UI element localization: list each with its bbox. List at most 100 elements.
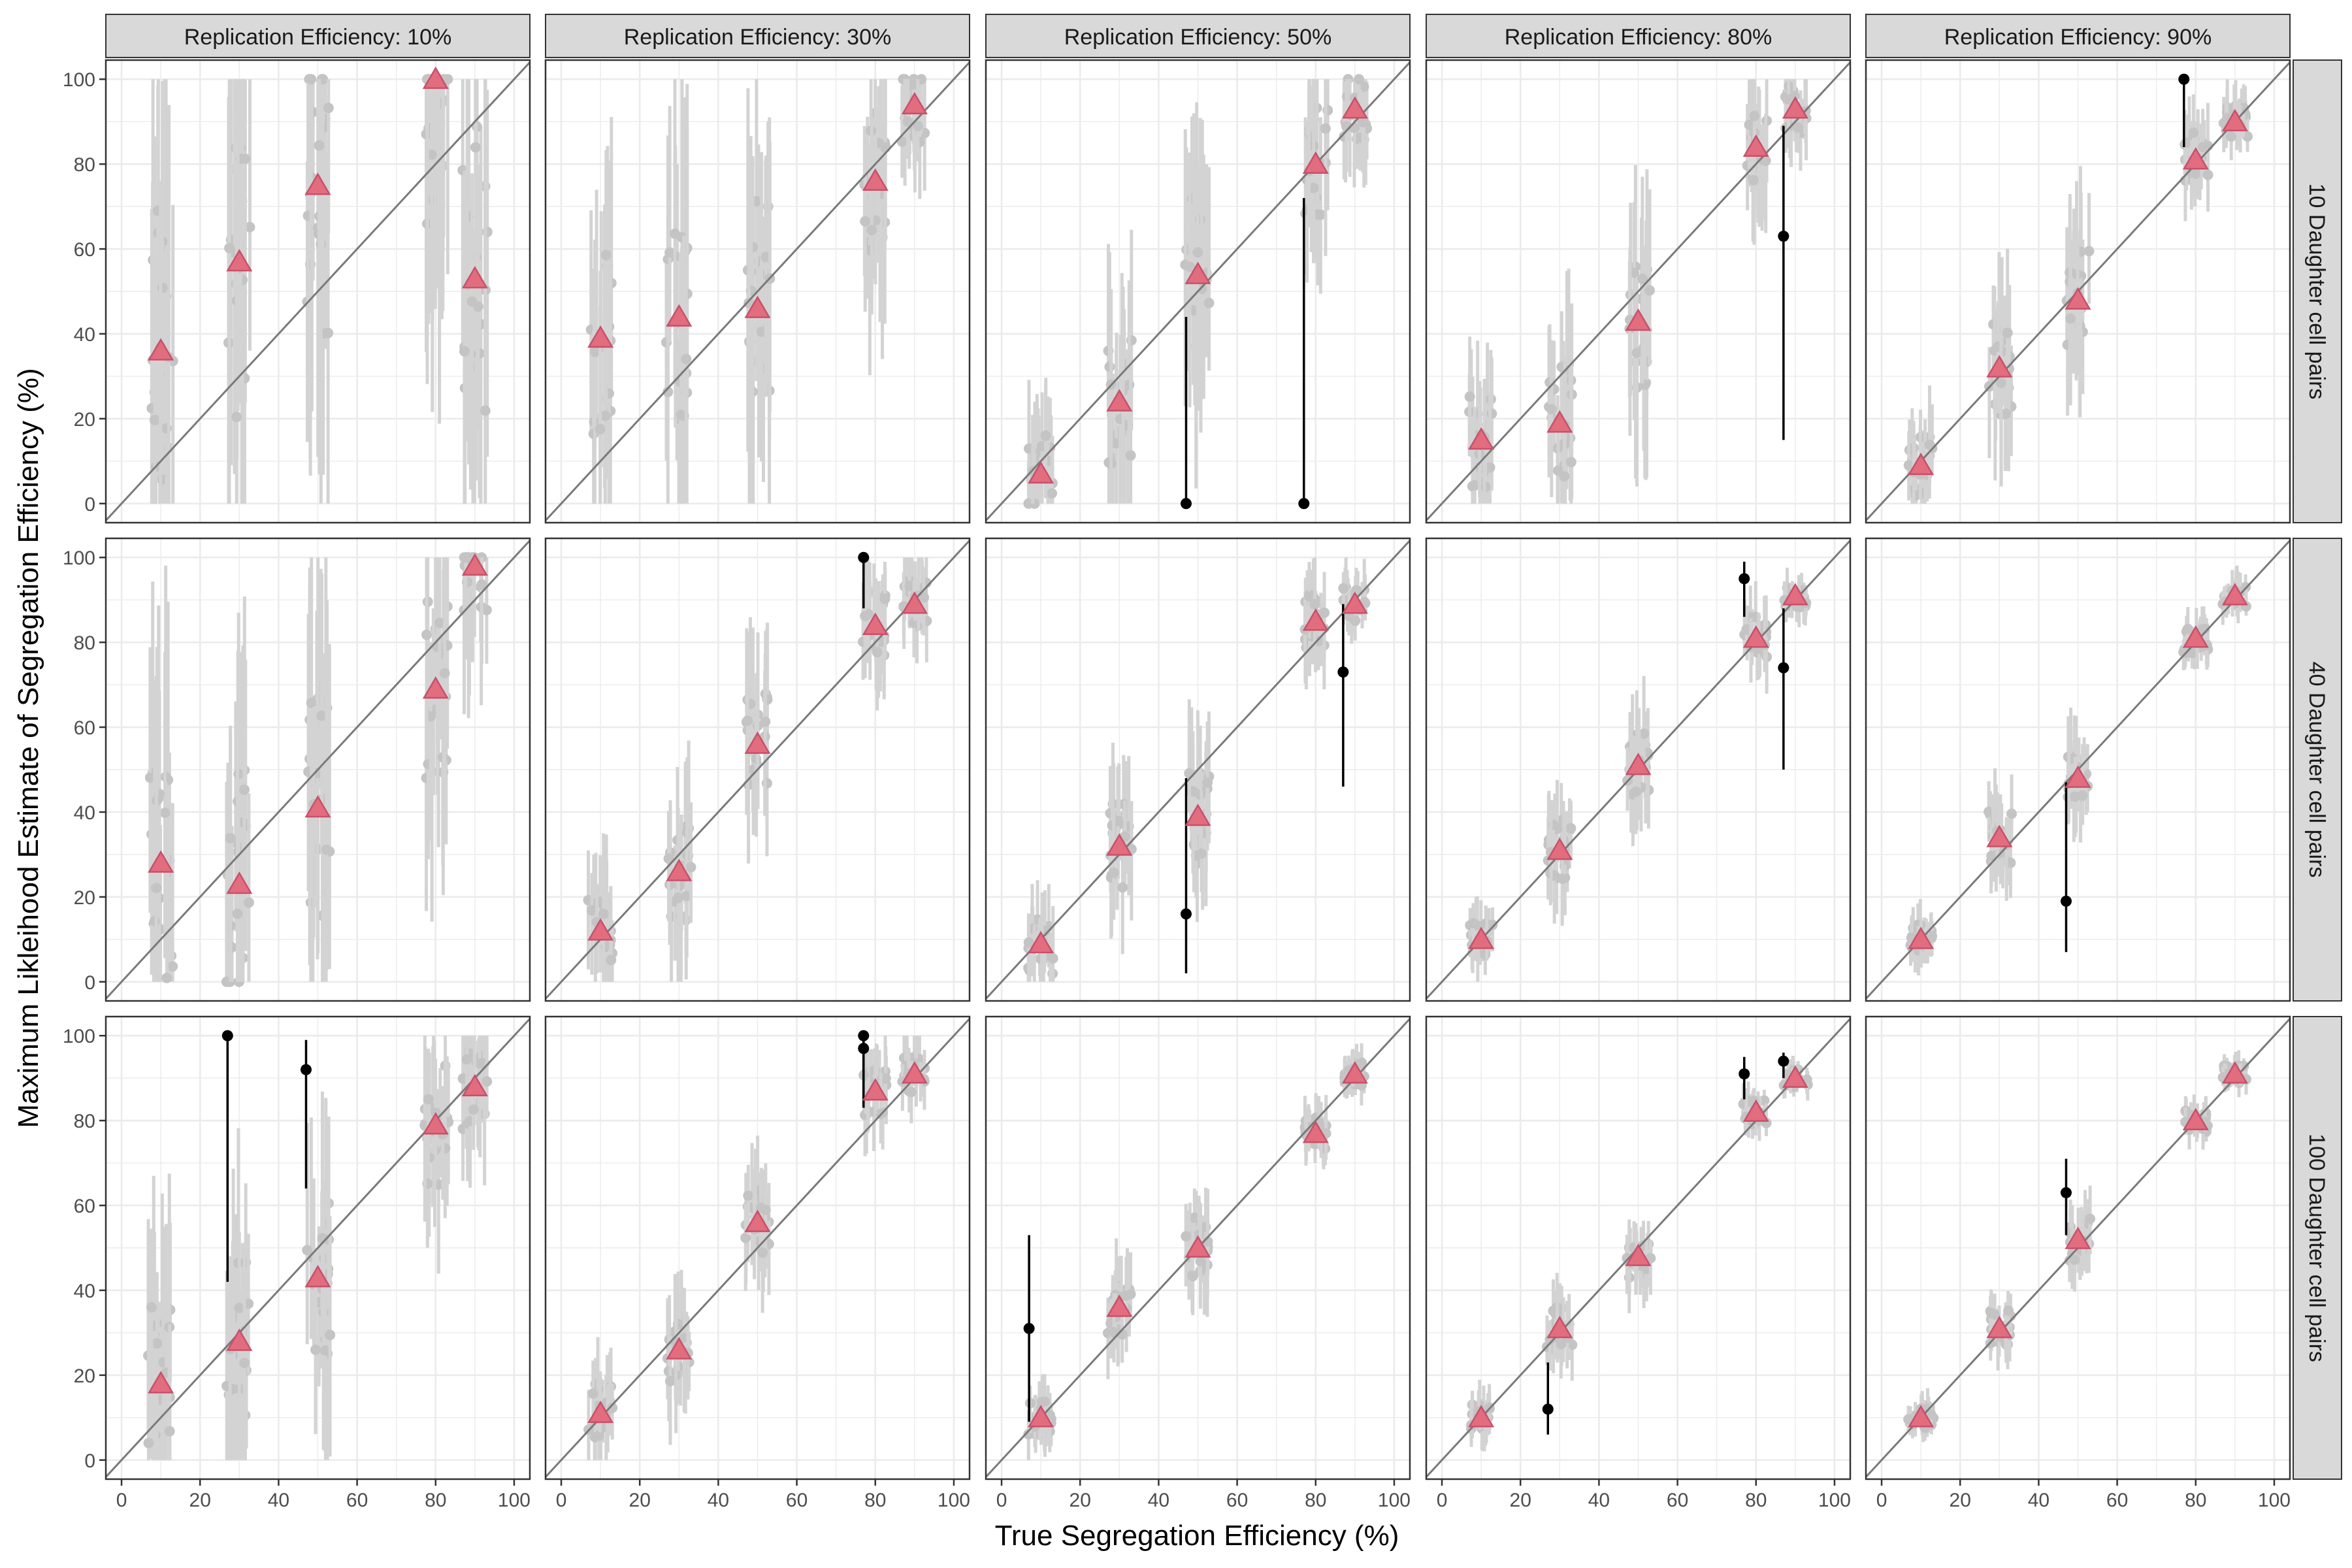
- facet-panel: [985, 59, 1411, 524]
- outlier-estimate-point: [1298, 498, 1310, 510]
- panel-border: [985, 59, 1411, 524]
- x-tick-label: 60: [1226, 1490, 1248, 1511]
- mean-estimate-triangle: [901, 1061, 928, 1084]
- replicate-estimate-point: [1469, 480, 1480, 491]
- x-tick-label: 20: [189, 1490, 211, 1511]
- mean-estimate-triangle: [1468, 1405, 1495, 1428]
- outlier-estimate-point: [1180, 908, 1192, 920]
- panel-plot-area: [1426, 540, 1850, 1000]
- replicate-estimate-point: [320, 1345, 331, 1356]
- outlier-estimate-point: [1778, 231, 1789, 242]
- panel-plot-area: [106, 540, 530, 1000]
- replicate-estimate-point: [1637, 273, 1648, 284]
- row-strip: [2293, 1016, 2342, 1480]
- mean-estimate-triangle: [1742, 1099, 1769, 1122]
- replicate-estimate-point: [1924, 439, 1935, 450]
- replicate-estimate-point: [1195, 1256, 1206, 1267]
- panel-plot-area: [546, 1018, 970, 1478]
- x-tick-label: 40: [1588, 1490, 1610, 1511]
- identity-line: [546, 540, 970, 1000]
- replicate-estimate-point: [1023, 937, 1034, 948]
- mean-estimate-triangle: [461, 553, 488, 576]
- mean-estimate-triangle: [1184, 261, 1211, 284]
- mean-estimate-triangle: [304, 794, 331, 818]
- replicate-estimate-point: [670, 228, 681, 239]
- facet-panel: 0 20 40 60 80 100: [63, 537, 531, 1002]
- outlier-estimate-point: [1542, 1403, 1554, 1415]
- outlier-estimate-point: [1023, 1322, 1035, 1334]
- row-strip: [2293, 538, 2342, 1002]
- mean-estimate-triangle: [2065, 765, 2091, 788]
- identity-line: [986, 61, 1410, 521]
- replicate-estimate-point: [306, 697, 317, 708]
- row-strip-label: 10 Daughter cell pairs: [2304, 184, 2329, 400]
- replicate-estimate-point: [880, 1073, 891, 1084]
- mean-estimate-triangle: [1028, 1405, 1054, 1428]
- column-strip: [545, 14, 970, 58]
- replicate-estimate-point: [872, 647, 883, 658]
- facet-panel: [1425, 537, 1852, 1002]
- replicate-estimate-point: [144, 772, 155, 783]
- replicate-estimate-point: [167, 961, 178, 972]
- x-tick-label: 60: [1667, 1490, 1688, 1511]
- replicate-estimate-point: [316, 710, 327, 721]
- mean-estimate-triangle: [862, 168, 889, 191]
- x-tick-label: 60: [786, 1490, 808, 1511]
- replicate-estimate-point: [238, 784, 250, 795]
- replicate-estimate-point: [912, 120, 923, 131]
- row-strip: [2293, 59, 2342, 523]
- mean-estimate-triangle: [461, 266, 488, 289]
- panel-plot-area: [1426, 1018, 1850, 1478]
- mean-estimate-triangle: [1341, 1061, 1368, 1084]
- replicate-estimate-point: [1631, 786, 1642, 797]
- replicate-estimate-point: [474, 1058, 485, 1069]
- facet-panel: [544, 59, 971, 524]
- facet-panel: 0 20 40 60 80 100: [1425, 1015, 1852, 1511]
- replicate-estimate-point: [598, 908, 609, 919]
- replicate-estimate-point: [1358, 117, 1369, 128]
- y-tick-label: 20: [74, 887, 95, 909]
- replicate-estimate-point: [232, 908, 243, 919]
- x-tick-label: 100: [1818, 1490, 1851, 1511]
- panel-grid: Replication Efficiency: 10% Replication E…: [63, 14, 2342, 1511]
- replicate-estimate-point: [587, 1388, 598, 1399]
- mean-estimate-triangle: [1468, 427, 1495, 450]
- replicate-estimate-point: [860, 216, 871, 227]
- replicate-estimate-point: [157, 282, 168, 293]
- x-tick-label: 40: [1148, 1490, 1169, 1511]
- mean-estimate-triangle: [744, 295, 771, 318]
- mean-estimate-triangle: [587, 918, 614, 941]
- replicate-estimate-point: [2069, 1254, 2080, 1266]
- replicate-estimate-point: [323, 327, 334, 338]
- replicate-estimate-point: [470, 142, 481, 153]
- facet-panel: [985, 537, 1411, 1002]
- replicate-estimate-point: [2083, 246, 2095, 257]
- mean-estimate-triangle: [2221, 583, 2248, 606]
- replicate-estimate-point: [1350, 615, 1361, 626]
- replicate-estimate-point: [607, 1402, 618, 1413]
- replicate-estimate-point: [2242, 131, 2253, 142]
- mean-estimate-triangle: [226, 871, 253, 894]
- replicate-estimate-point: [760, 716, 771, 727]
- replicate-estimate-point: [1354, 74, 1365, 85]
- x-tick-label: 20: [1510, 1490, 1531, 1511]
- mean-estimate-triangle: [226, 1328, 253, 1351]
- replicate-estimate-point: [1047, 953, 1058, 964]
- replicate-estimate-point: [1789, 91, 1800, 102]
- replicate-estimate-point: [1309, 599, 1320, 610]
- x-tick-label: 80: [2185, 1490, 2206, 1511]
- facet-panel: 0 20 40 60 80 100: [1865, 1015, 2291, 1511]
- panel-plot-area: [1426, 61, 1850, 521]
- replicate-estimate-point: [593, 1430, 604, 1441]
- outlier-estimate-point: [221, 1030, 233, 1041]
- x-tick-label: 0: [1876, 1490, 1887, 1511]
- mean-estimate-triangle: [744, 731, 771, 754]
- replicate-estimate-point: [664, 247, 676, 258]
- row-strip-label: 100 Daughter cell pairs: [2304, 1134, 2329, 1362]
- mean-estimate-triangle: [666, 858, 693, 881]
- mean-estimate-triangle: [1908, 926, 1935, 949]
- x-tick-label: 0: [996, 1490, 1007, 1511]
- replicate-estimate-point: [2085, 1213, 2096, 1224]
- replicate-estimate-point: [663, 853, 674, 864]
